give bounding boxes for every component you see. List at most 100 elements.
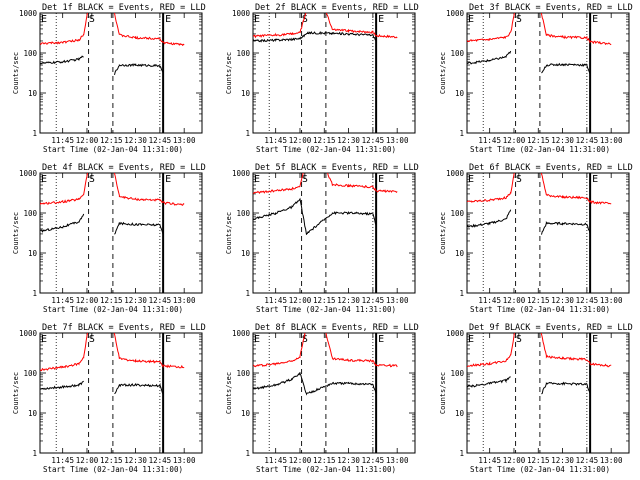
chart-title: Det 2f BLACK = Events, RED = LLD <box>255 3 419 13</box>
x-tick-label: 11:45 <box>264 296 287 305</box>
y-tick-label: 1 <box>459 449 464 458</box>
y-tick-label: 1 <box>459 129 464 138</box>
x-tick-label: 12:30 <box>551 456 574 465</box>
epoch-marker-E: E <box>378 174 384 185</box>
x-axis-label: Start Time (02-Jan-04 11:31:00) <box>43 145 183 154</box>
x-tick-label: 12:15 <box>527 296 550 305</box>
y-tick-label: 100 <box>23 49 37 58</box>
x-tick-label: 12:00 <box>289 296 312 305</box>
x-tick-label: 12:00 <box>503 296 526 305</box>
y-tick-label: 1 <box>32 449 37 458</box>
x-axis-label: Start Time (02-Jan-04 11:31:00) <box>470 145 610 154</box>
x-tick-label: 12:45 <box>362 296 385 305</box>
x-tick-label: 12:45 <box>362 456 385 465</box>
x-tick-label: 13:00 <box>173 456 196 465</box>
epoch-marker-S: S <box>302 334 308 345</box>
x-tick-label: 12:00 <box>76 136 99 145</box>
x-tick-label: 12:15 <box>527 456 550 465</box>
y-axis-label: Counts/sec <box>12 212 20 254</box>
lld-series-line <box>40 173 185 206</box>
epoch-marker-S: S <box>516 334 522 345</box>
x-tick-label: 12:30 <box>124 136 147 145</box>
x-tick-label: 12:15 <box>313 456 336 465</box>
epoch-marker-E: E <box>165 14 171 25</box>
chart-title: Det 9f BLACK = Events, RED = LLD <box>469 323 633 333</box>
x-tick-label: 13:00 <box>600 456 623 465</box>
epoch-marker-E: E <box>254 334 260 345</box>
x-tick-label: 12:15 <box>100 136 123 145</box>
x-tick-label: 11:45 <box>51 296 74 305</box>
x-tick-label: 12:45 <box>149 136 172 145</box>
x-tick-label: 12:45 <box>576 136 599 145</box>
epoch-marker-E: E <box>468 334 474 345</box>
panel-8: Det 8f BLACK = Events, RED = LLD 1 10 100 10… <box>225 323 419 474</box>
x-axis-label: Start Time (02-Jan-04 11:31:00) <box>43 465 183 474</box>
chart-title: Det 3f BLACK = Events, RED = LLD <box>469 3 633 13</box>
chart-title: Det 6f BLACK = Events, RED = LLD <box>469 163 633 173</box>
plot-frame <box>252 172 416 294</box>
plot-frame <box>39 12 203 134</box>
events-series-line <box>467 50 591 75</box>
panel-6: Det 6f BLACK = Events, RED = LLD 1 10 100 10… <box>439 163 633 314</box>
chart-title: Det 7f BLACK = Events, RED = LLD <box>42 323 206 333</box>
x-tick-label: 12:30 <box>337 296 360 305</box>
x-tick-label: 13:00 <box>386 296 409 305</box>
y-tick-label: 10 <box>241 409 251 418</box>
y-tick-label: 10 <box>241 249 251 258</box>
x-tick-label: 11:45 <box>478 456 501 465</box>
x-tick-label: 12:00 <box>76 296 99 305</box>
y-tick-label: 100 <box>23 209 37 218</box>
y-tick-label: 1000 <box>19 169 38 178</box>
y-tick-label: 1000 <box>446 329 465 338</box>
epoch-marker-E: E <box>41 334 47 345</box>
plot-frame <box>39 332 203 454</box>
y-tick-label: 1 <box>32 129 37 138</box>
y-tick-label: 100 <box>23 369 37 378</box>
y-tick-label: 10 <box>241 89 251 98</box>
y-axis-label: Counts/sec <box>439 372 447 414</box>
x-axis-label: Start Time (02-Jan-04 11:31:00) <box>256 145 396 154</box>
x-tick-label: 12:00 <box>289 456 312 465</box>
epoch-marker-S: S <box>89 174 95 185</box>
y-tick-label: 100 <box>236 209 250 218</box>
x-tick-label: 12:30 <box>551 296 574 305</box>
x-tick-label: 12:45 <box>362 136 385 145</box>
epoch-marker-E: E <box>41 14 47 25</box>
y-axis-label: Counts/sec <box>12 372 20 414</box>
y-tick-label: 1000 <box>232 9 251 18</box>
x-axis-label: Start Time (02-Jan-04 11:31:00) <box>43 305 183 314</box>
epoch-marker-E: E <box>468 174 474 185</box>
lld-series-line <box>253 13 398 39</box>
plot-frame <box>466 172 630 294</box>
epoch-marker-E: E <box>165 334 171 345</box>
epoch-marker-S: S <box>89 14 95 25</box>
events-series-line <box>467 209 591 235</box>
y-tick-label: 1 <box>245 449 250 458</box>
lld-series-line <box>467 13 612 46</box>
x-tick-label: 13:00 <box>386 136 409 145</box>
x-tick-label: 12:00 <box>503 456 526 465</box>
events-series-line <box>467 376 591 395</box>
events-series-line <box>253 197 377 235</box>
panel-4: Det 4f BLACK = Events, RED = LLD 1 10 100 10… <box>12 163 206 314</box>
y-axis-label: Counts/sec <box>439 212 447 254</box>
x-tick-label: 13:00 <box>600 296 623 305</box>
y-axis-label: Counts/sec <box>225 212 233 254</box>
epoch-marker-E: E <box>592 14 598 25</box>
y-tick-label: 10 <box>28 409 38 418</box>
y-tick-label: 10 <box>455 409 465 418</box>
y-tick-label: 100 <box>236 369 250 378</box>
y-tick-label: 1000 <box>232 169 251 178</box>
events-series-line <box>253 372 377 396</box>
epoch-marker-S: S <box>302 174 308 185</box>
events-series-line <box>40 213 164 235</box>
events-series-line <box>40 55 164 76</box>
y-tick-label: 1 <box>459 289 464 298</box>
x-tick-label: 12:00 <box>289 136 312 145</box>
plot-frame <box>252 12 416 134</box>
epoch-marker-S: S <box>89 334 95 345</box>
x-tick-label: 12:15 <box>313 296 336 305</box>
y-tick-label: 1000 <box>446 9 465 18</box>
epoch-marker-E: E <box>254 174 260 185</box>
